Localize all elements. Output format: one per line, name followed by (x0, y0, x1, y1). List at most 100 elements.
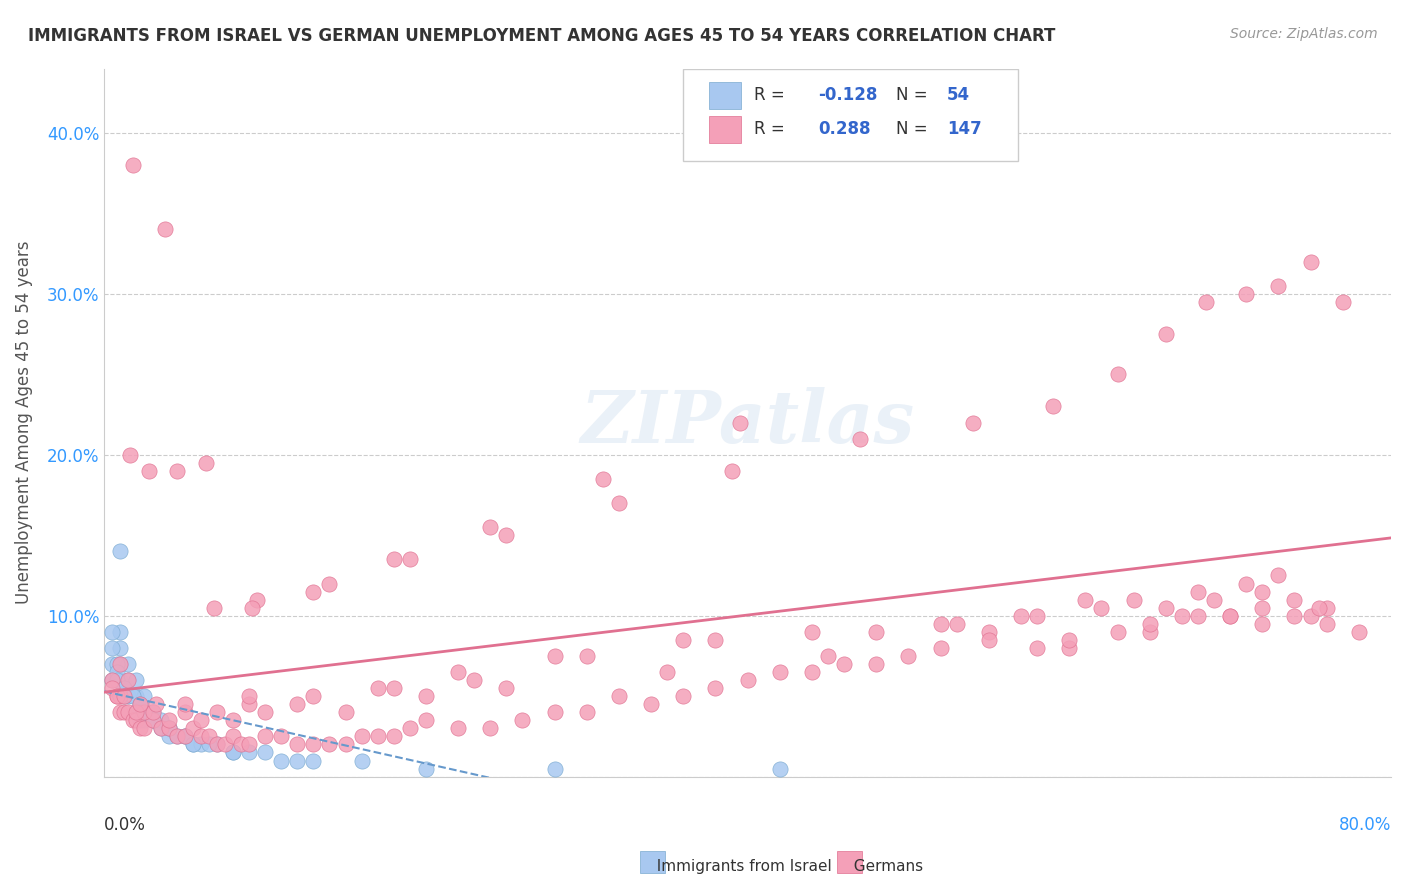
Point (1316, 616, 1339, 631)
Point (173, 730, 195, 744)
Point (181, 738, 204, 752)
Point (149, 722, 172, 736)
Point (302, 584, 325, 599)
Point (1284, 592, 1306, 607)
Point (817, 648, 839, 663)
Point (302, 738, 325, 752)
Point (1059, 640, 1081, 655)
Point (128, 705, 150, 719)
Point (105, 689, 128, 703)
Text: IMMIGRANTS FROM ISRAEL VS GERMAN UNEMPLOYMENT AMONG AGES 45 TO 54 YEARS CORRELAT: IMMIGRANTS FROM ISRAEL VS GERMAN UNEMPLO… (28, 27, 1056, 45)
Point (238, 689, 260, 703)
Point (350, 754, 373, 768)
Point (254, 746, 277, 760)
Point (222, 730, 245, 744)
Point (1026, 640, 1049, 655)
Point (945, 616, 967, 631)
Point (149, 722, 172, 736)
Point (110, 640, 132, 655)
Point (302, 754, 325, 768)
Point (1219, 608, 1241, 623)
Point (125, 705, 148, 719)
Point (1107, 368, 1129, 382)
Point (198, 738, 221, 752)
Point (382, 730, 405, 744)
Point (128, 714, 150, 728)
Text: Source: ZipAtlas.com: Source: ZipAtlas.com (1230, 27, 1378, 41)
Point (1267, 568, 1289, 582)
Point (110, 705, 132, 719)
Point (190, 730, 212, 744)
Text: 54: 54 (948, 87, 970, 104)
Point (415, 689, 437, 703)
Point (128, 722, 150, 736)
Point (720, 464, 742, 478)
Point (125, 705, 148, 719)
Point (1251, 616, 1274, 631)
Point (1090, 600, 1112, 615)
Point (166, 464, 188, 478)
Point (141, 705, 163, 719)
Point (128, 697, 150, 711)
Point (849, 432, 872, 446)
Point (285, 738, 308, 752)
Point (1299, 254, 1322, 268)
Point (157, 722, 180, 736)
Point (125, 689, 148, 703)
Point (897, 648, 920, 663)
Point (134, 705, 156, 719)
Point (832, 657, 855, 671)
Point (1284, 608, 1306, 623)
Point (134, 714, 156, 728)
Point (1234, 286, 1257, 301)
Point (865, 657, 887, 671)
Point (1042, 400, 1064, 414)
Point (495, 528, 517, 542)
Point (1154, 600, 1177, 615)
Point (194, 456, 217, 470)
Point (134, 689, 156, 703)
Point (399, 722, 422, 736)
Text: 80.0%: 80.0% (1339, 815, 1391, 833)
Point (173, 730, 195, 744)
Point (105, 673, 128, 687)
Text: 0.0%: 0.0% (104, 815, 146, 833)
Point (166, 730, 188, 744)
Point (318, 738, 340, 752)
Point (238, 697, 260, 711)
Point (962, 416, 984, 430)
Point (1251, 584, 1274, 599)
Point (463, 673, 485, 687)
Point (657, 665, 679, 679)
Point (543, 705, 565, 719)
Point (382, 552, 405, 566)
Point (335, 705, 357, 719)
Point (1299, 608, 1322, 623)
Point (238, 738, 260, 752)
Point (575, 648, 598, 663)
Point (479, 722, 502, 736)
Point (447, 665, 470, 679)
Point (318, 576, 340, 591)
Point (145, 697, 167, 711)
Text: N =: N = (896, 120, 932, 138)
Point (112, 705, 135, 719)
Point (110, 673, 132, 687)
Point (1107, 624, 1129, 639)
Point (110, 624, 132, 639)
Point (865, 624, 887, 639)
Point (173, 705, 195, 719)
Text: -0.128: -0.128 (818, 87, 877, 104)
Point (302, 689, 325, 703)
Point (205, 705, 228, 719)
Point (285, 697, 308, 711)
Point (1139, 624, 1161, 639)
Point (138, 464, 160, 478)
Point (1154, 327, 1177, 342)
Point (229, 738, 252, 752)
Point (122, 158, 145, 172)
Point (105, 657, 128, 671)
Point (117, 673, 139, 687)
Point (112, 681, 135, 695)
Point (977, 632, 1000, 647)
